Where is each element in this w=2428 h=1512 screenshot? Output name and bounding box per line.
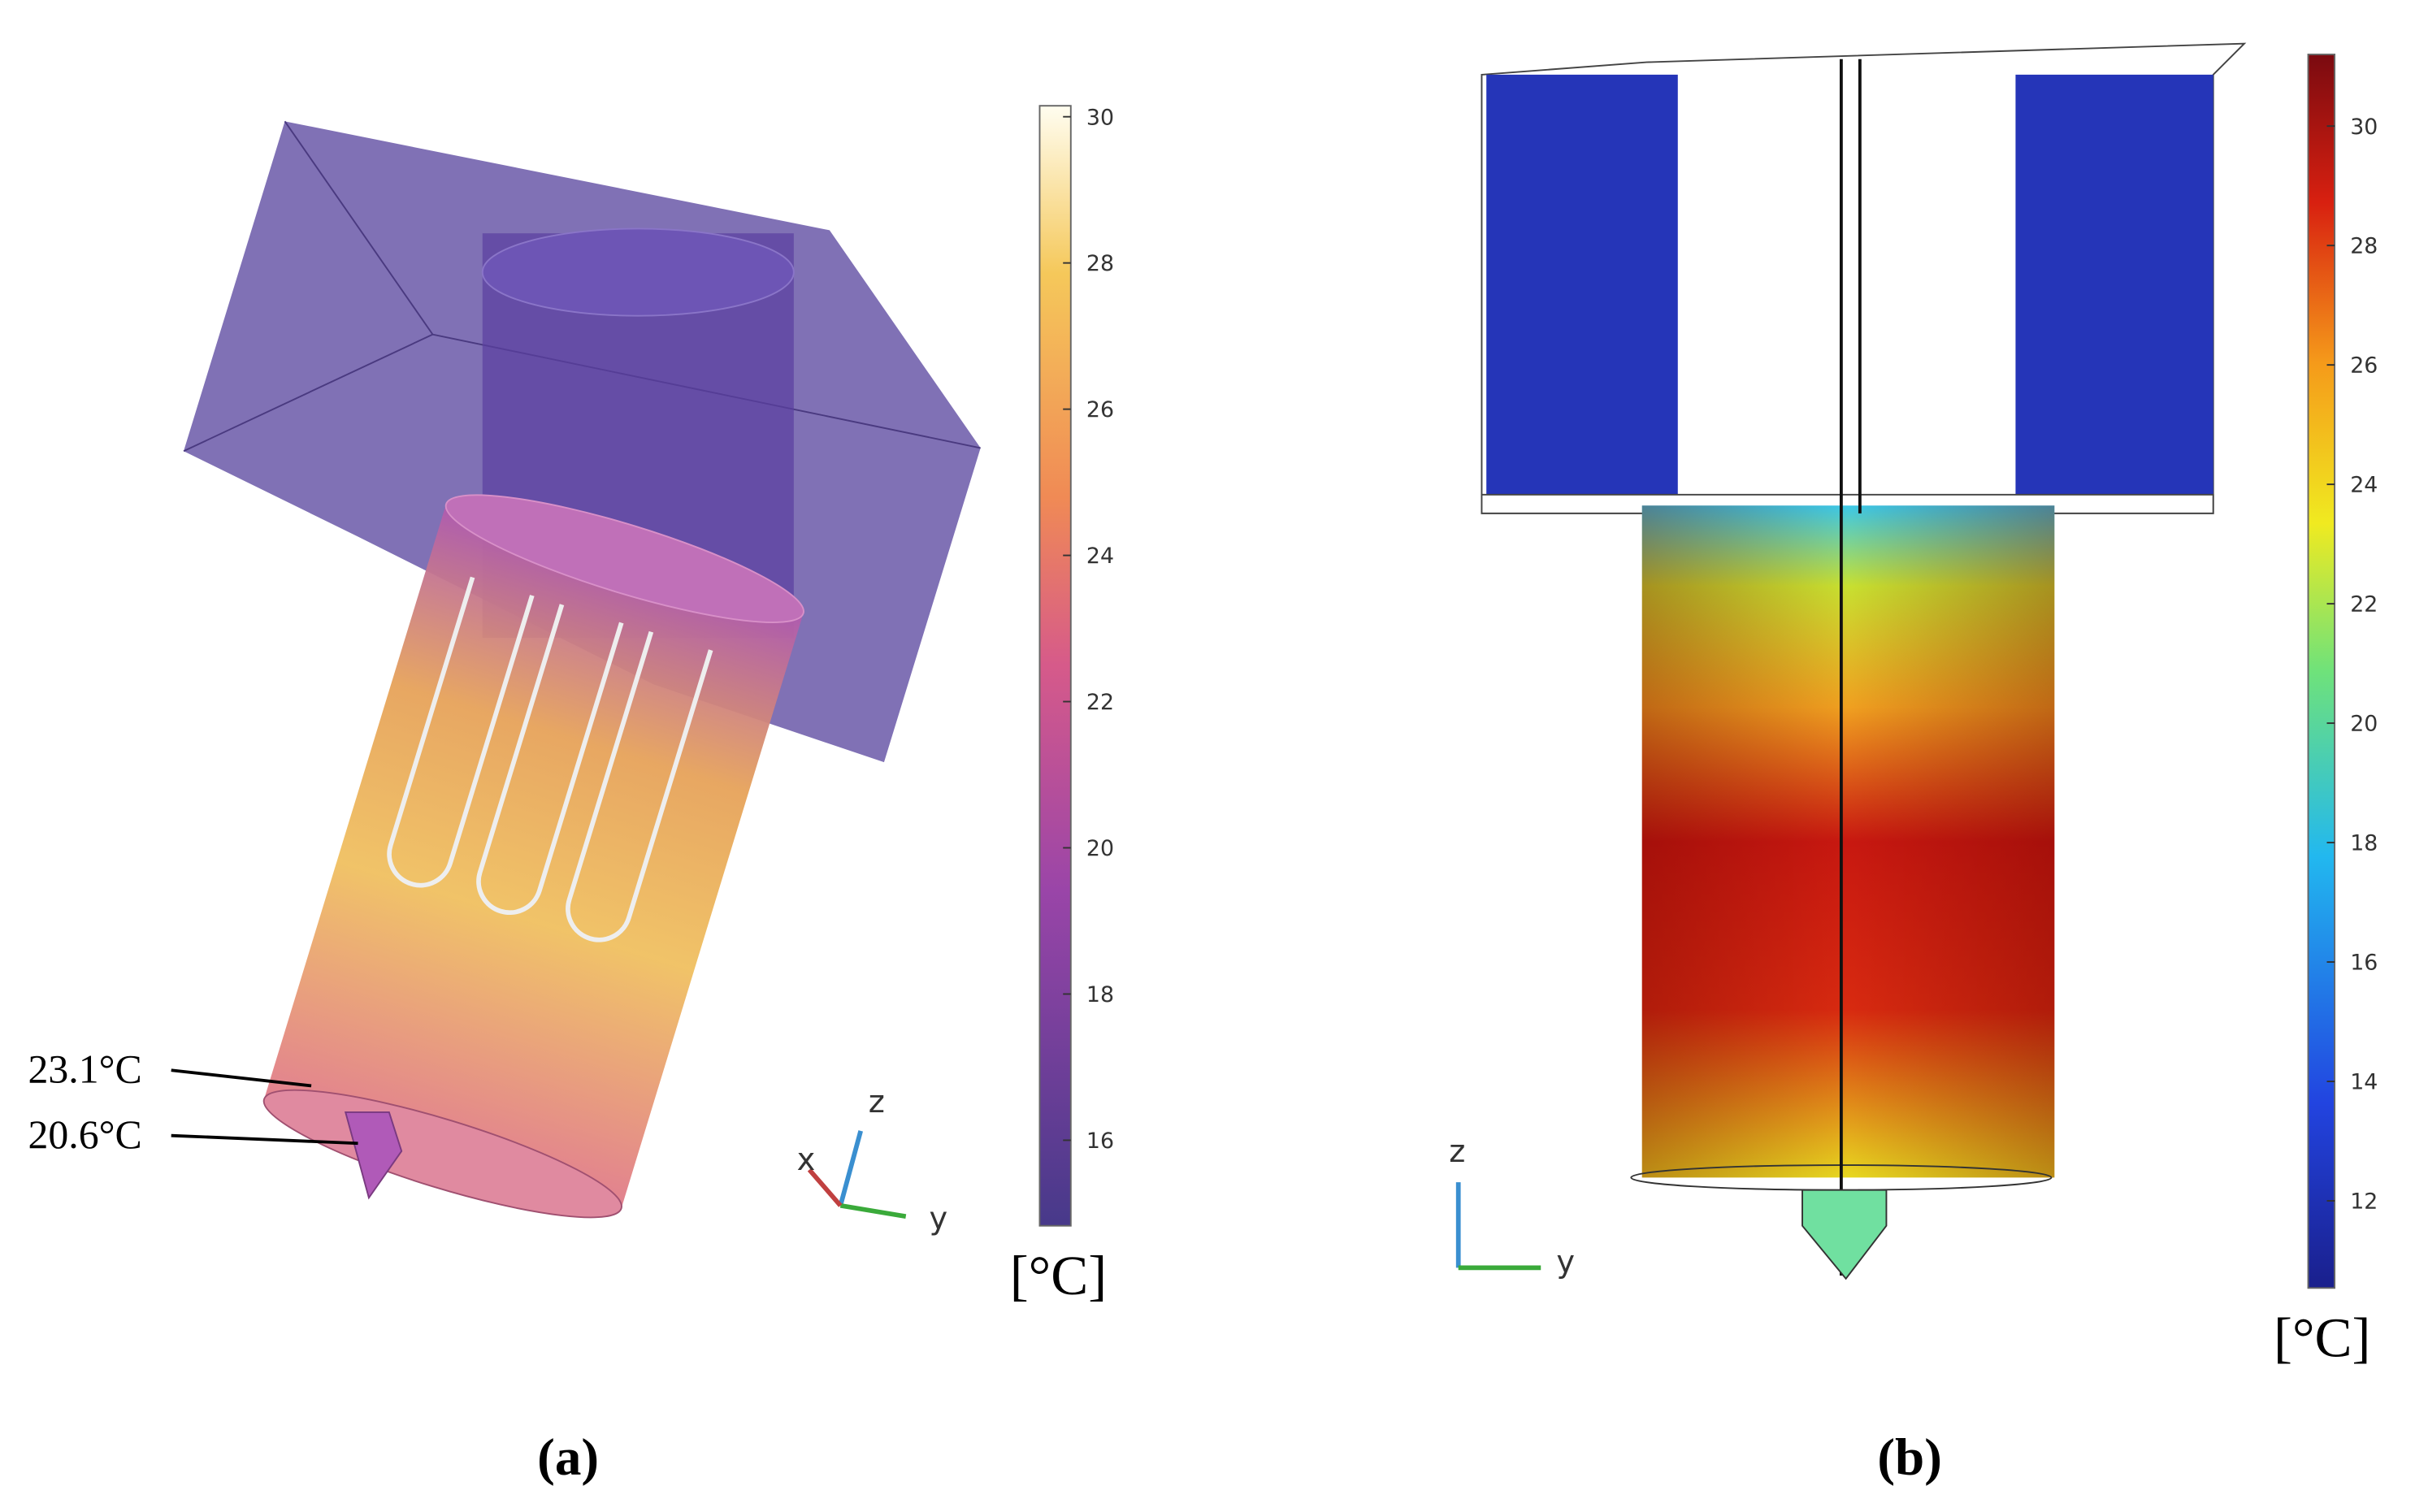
colorbar-tick-label: 16 <box>1086 1129 1114 1154</box>
colorbar <box>1038 105 1072 1227</box>
colorbar-tick-label: 30 <box>1086 105 1114 130</box>
axis-label: y <box>929 1201 947 1237</box>
leader-line <box>171 1133 358 1146</box>
colorbar-tick-label: 24 <box>1086 544 1114 569</box>
colorbar-tick-label: 24 <box>2350 473 2378 498</box>
colorbar-tick-label: 16 <box>2350 951 2378 976</box>
panel-label: (a) <box>537 1428 599 1487</box>
colorbar-tick-label: 30 <box>2350 115 2378 140</box>
panel-label: (b) <box>1877 1428 1942 1487</box>
colorbar-tick-label: 28 <box>1086 251 1114 276</box>
colorbar-unit: [°C] <box>1010 1245 1107 1306</box>
colorbar-tick-label: 20 <box>1086 836 1114 861</box>
model-b <box>1481 42 2247 1280</box>
colorbar-unit: [°C] <box>2274 1307 2370 1369</box>
colorbar-tick-label: 18 <box>1086 982 1114 1007</box>
colorbar-tick-label: 22 <box>1086 690 1114 715</box>
colorbar-tick-label: 22 <box>2350 592 2378 617</box>
colorbar-tick-label: 26 <box>1086 397 1114 422</box>
colorbar <box>2307 54 2336 1289</box>
colorbar-tick-label: 12 <box>2350 1189 2378 1215</box>
colorbar-tick-label: 26 <box>2350 353 2378 379</box>
model-a <box>183 120 981 1219</box>
colorbar-tick-label: 14 <box>2350 1070 2378 1095</box>
colorbar-tick-label: 20 <box>2350 712 2378 737</box>
axis-arrow <box>807 1168 843 1207</box>
colorbar-tick-label: 28 <box>2350 234 2378 259</box>
annotation: 20.6°C <box>28 1112 141 1157</box>
leader-line <box>171 1068 312 1088</box>
axis-label: z <box>869 1084 885 1120</box>
axis-label: x <box>797 1142 816 1178</box>
axis-arrow <box>839 1202 907 1220</box>
axis-label: y <box>1556 1244 1575 1280</box>
annotation: 23.1°C <box>28 1047 141 1092</box>
axis-label: z <box>1449 1133 1465 1170</box>
colorbar-tick-label: 18 <box>2350 831 2378 856</box>
axis-arrow <box>838 1130 863 1207</box>
